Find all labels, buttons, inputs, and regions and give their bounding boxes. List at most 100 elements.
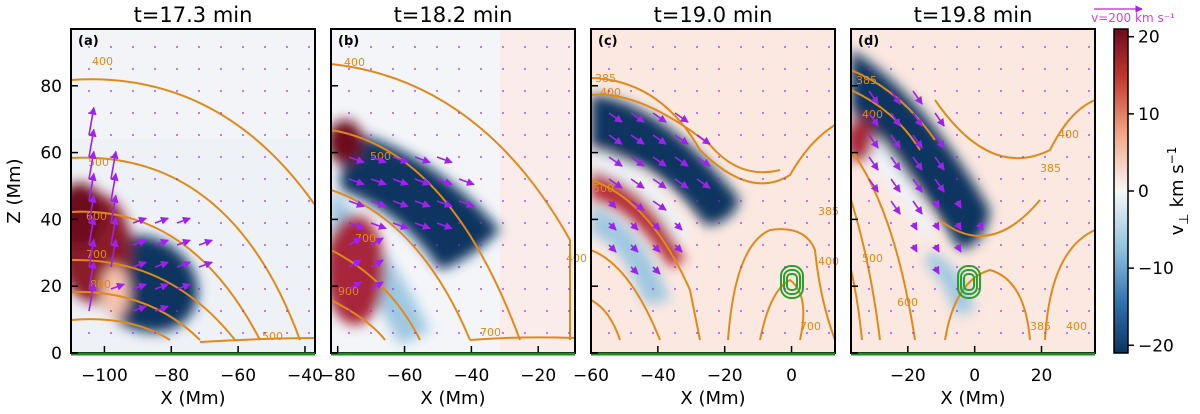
velocity-dot (740, 134, 742, 136)
velocity-dot (912, 266, 914, 268)
flux-rope-contours (957, 265, 981, 299)
velocity-arrow (370, 200, 387, 208)
velocity-dot (348, 90, 350, 92)
velocity-arrow (931, 221, 940, 231)
velocity-dot (978, 178, 980, 180)
velocity-dot (978, 266, 980, 268)
velocity-arrow (370, 178, 387, 186)
velocity-arrow (176, 216, 191, 225)
velocity-dot (220, 332, 222, 334)
velocity-dot (132, 156, 134, 158)
contour-label: 385 (1030, 320, 1051, 333)
x-tick-label: −20 (520, 366, 556, 386)
velocity-dot (1022, 288, 1024, 290)
velocity-dot (286, 266, 288, 268)
velocity-arrow (176, 282, 191, 291)
velocity-dot (978, 68, 980, 70)
x-axis-label: X (Mm) (420, 388, 485, 409)
velocity-dot (370, 90, 372, 92)
velocity-dot (912, 310, 914, 312)
velocity-dot (828, 222, 830, 224)
velocity-dot (762, 68, 764, 70)
velocity-dot (502, 156, 504, 158)
velocity-dot (828, 90, 830, 92)
velocity-dot (956, 310, 958, 312)
velocity-dot (762, 112, 764, 114)
velocity-arrow (652, 112, 667, 123)
velocity-dot (784, 68, 786, 70)
contour-label: 385 (595, 72, 616, 85)
velocity-arrow (608, 178, 623, 189)
velocity-dot (392, 266, 394, 268)
velocity-dot (524, 200, 526, 202)
velocity-dot (132, 178, 134, 180)
velocity-arrow (630, 222, 639, 231)
contour-label: 400 (1066, 320, 1087, 333)
velocity-dot (1066, 222, 1068, 224)
velocity-dot (524, 46, 526, 48)
velocity-dot (806, 200, 808, 202)
velocity-dot (264, 68, 266, 70)
contour-label: 400 (92, 55, 113, 68)
velocity-dot (414, 90, 416, 92)
velocity-dot (652, 68, 654, 70)
x-tick-label: −80 (320, 366, 356, 386)
velocity-arrow (652, 156, 667, 167)
velocity-dot (436, 90, 438, 92)
velocity-arrow (348, 222, 365, 230)
velocity-arrow (912, 90, 923, 105)
velocity-dot (1000, 288, 1002, 290)
velocity-dot (264, 178, 266, 180)
velocity-dot (264, 222, 266, 224)
velocity-dot (264, 46, 266, 48)
panel-title: t=19.8 min (914, 3, 1033, 27)
velocity-dot (978, 90, 980, 92)
velocity-dot (718, 156, 720, 158)
velocity-dot (242, 266, 244, 268)
velocity-dot (308, 178, 310, 180)
velocity-dot (1066, 68, 1068, 70)
velocity-dot (652, 288, 654, 290)
velocity-arrow (414, 222, 431, 230)
velocity-dot (220, 46, 222, 48)
velocity-dot (242, 156, 244, 158)
velocity-dot (762, 90, 764, 92)
velocity-dot (762, 310, 764, 312)
velocity-dot (740, 112, 742, 114)
velocity-dot (1000, 68, 1002, 70)
velocity-dot (524, 266, 526, 268)
velocity-dot (1066, 244, 1068, 246)
x-tick-label: 20 (1031, 366, 1053, 386)
velocity-dot (828, 310, 830, 312)
x-tick-label: −80 (153, 366, 189, 386)
contour-label: 700 (480, 326, 501, 339)
velocity-dot (1088, 222, 1090, 224)
velocity-dot (806, 46, 808, 48)
velocity-arrow (931, 265, 940, 275)
velocity-dot (828, 332, 830, 334)
velocity-dot (956, 156, 958, 158)
colorbar-label: v⊥km s−1 (1165, 147, 1192, 236)
velocity-dot (1066, 134, 1068, 136)
velocity-dot (286, 134, 288, 136)
velocity-arrow (348, 200, 365, 208)
velocity-dot (198, 90, 200, 92)
velocity-dot (718, 178, 720, 180)
velocity-dot (740, 156, 742, 158)
velocity-arrow (348, 237, 362, 246)
contour-label: 700 (800, 320, 821, 333)
velocity-dot (1000, 134, 1002, 136)
velocity-dot (502, 288, 504, 290)
x-tick-label: 0 (969, 366, 980, 386)
velocity-dot (132, 200, 134, 202)
velocity-dot (740, 200, 742, 202)
velocity-dot (1088, 134, 1090, 136)
velocity-dot (784, 134, 786, 136)
velocity-dot (828, 134, 830, 136)
velocity-dot (806, 156, 808, 158)
colorbar-tick-label: 0 (1138, 182, 1149, 202)
velocity-dot (890, 244, 892, 246)
velocity-dot (198, 46, 200, 48)
velocity-vectors (868, 46, 1090, 334)
velocity-dot (502, 68, 504, 70)
